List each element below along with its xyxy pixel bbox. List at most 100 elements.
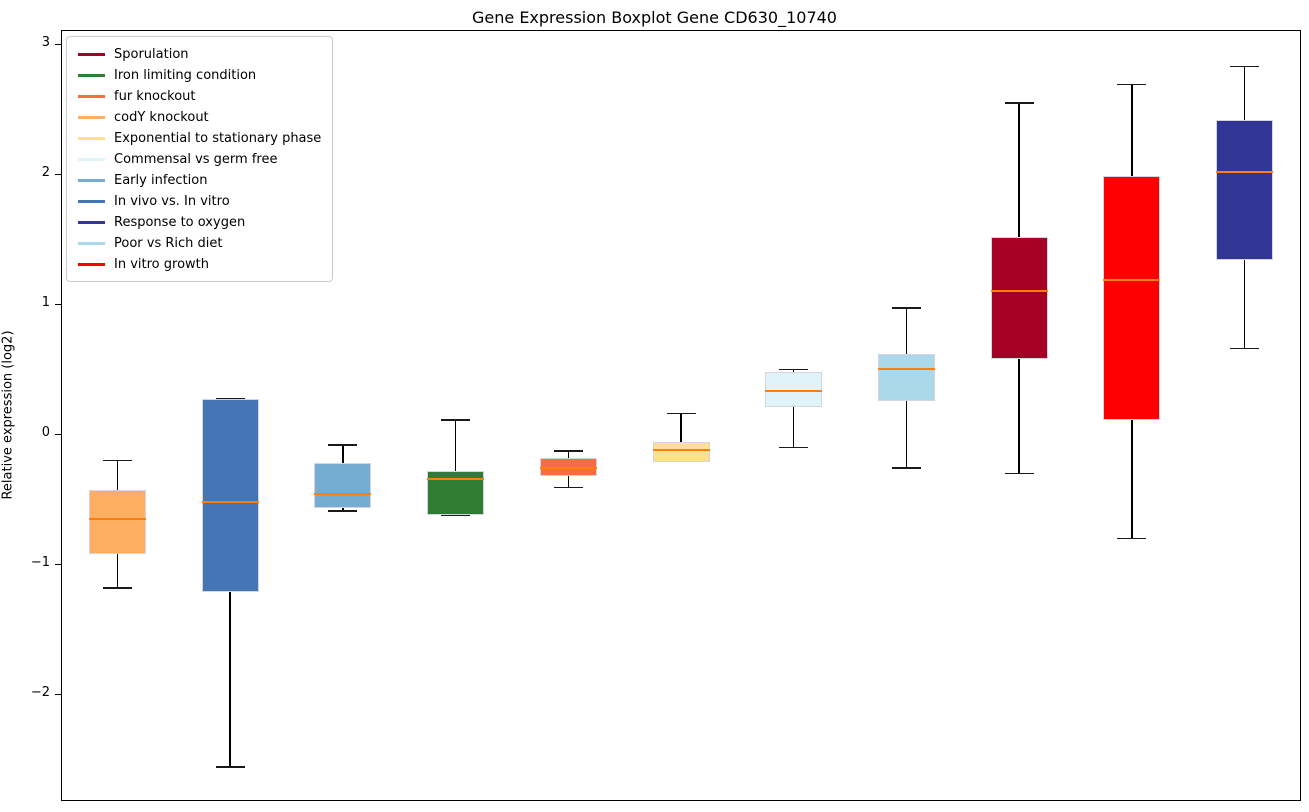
box-response-to-oxygen xyxy=(1216,119,1274,261)
legend-line-swatch xyxy=(78,263,105,266)
legend-item: Response to oxygen xyxy=(78,212,321,233)
legend-item-label: Sporulation xyxy=(114,47,189,62)
median-line xyxy=(1216,170,1274,173)
box-poor-vs-rich-diet xyxy=(877,353,935,401)
legend-item: In vivo vs. In vitro xyxy=(78,191,321,212)
y-tick-mark xyxy=(55,433,61,435)
lower-whisker-cap xyxy=(779,446,809,449)
median-line xyxy=(427,477,485,480)
upper-whisker xyxy=(1243,66,1246,120)
box-early-infection xyxy=(314,462,372,509)
upper-whisker xyxy=(567,451,569,458)
legend-item: Poor vs Rich diet xyxy=(78,233,321,254)
legend-item: Early infection xyxy=(78,170,321,191)
box-exponential-to-stationary-phase xyxy=(652,442,710,462)
y-tick-label: −2 xyxy=(30,685,50,701)
y-tick-label: 0 xyxy=(41,425,50,441)
box-in-vivo-vs-in-vitro xyxy=(201,399,259,592)
lower-whisker-cap xyxy=(1230,347,1260,350)
box-fur-knockout xyxy=(539,457,597,476)
median-line xyxy=(765,390,823,393)
upper-whisker-cap xyxy=(553,450,583,453)
median-line xyxy=(990,290,1048,293)
upper-whisker-cap xyxy=(1117,83,1147,86)
y-tick-mark xyxy=(55,303,61,305)
box-cody-knockout xyxy=(88,490,146,554)
y-tick-mark xyxy=(55,563,61,565)
median-line xyxy=(88,517,146,520)
lower-whisker xyxy=(1131,420,1133,539)
legend-line-swatch xyxy=(78,95,105,98)
median-line xyxy=(877,368,935,371)
median-line xyxy=(314,493,372,496)
lower-whisker-cap xyxy=(215,766,245,768)
lower-whisker-cap xyxy=(1117,537,1147,540)
legend-item: Exponential to stationary phase xyxy=(78,128,321,149)
lower-whisker xyxy=(567,475,569,488)
legend-line-swatch xyxy=(78,179,105,182)
lower-whisker xyxy=(793,407,795,448)
legend-item-label: Exponential to stationary phase xyxy=(114,131,322,146)
lower-whisker xyxy=(342,508,344,512)
lower-whisker-cap xyxy=(553,486,583,489)
lower-whisker-cap xyxy=(891,467,921,469)
legend-line-swatch xyxy=(78,200,105,203)
y-tick-label: 3 xyxy=(41,35,50,51)
lower-whisker xyxy=(229,591,231,768)
legend-item: Sporulation xyxy=(78,44,321,65)
lower-whisker-cap xyxy=(328,510,358,512)
legend-item-label: codY knockout xyxy=(114,110,209,125)
legend-item: In vitro growth xyxy=(78,254,321,275)
legend-line-swatch xyxy=(78,137,105,140)
upper-whisker-cap xyxy=(891,307,921,310)
lower-whisker-cap xyxy=(102,586,132,589)
chart-title: Gene Expression Boxplot Gene CD630_10740 xyxy=(472,8,837,27)
legend-line-swatch xyxy=(78,221,105,224)
legend-item: fur knockout xyxy=(78,86,321,107)
upper-whisker xyxy=(905,308,908,354)
legend-line-swatch xyxy=(78,242,105,245)
legend-line-swatch xyxy=(78,74,105,77)
box-in-vitro-growth xyxy=(1103,175,1161,421)
box-sporulation xyxy=(990,236,1048,359)
lower-whisker xyxy=(905,400,908,469)
upper-whisker-cap xyxy=(441,419,471,421)
upper-whisker-cap xyxy=(779,368,809,371)
legend-line-swatch xyxy=(78,116,105,119)
upper-whisker xyxy=(1018,102,1020,237)
y-tick-label: 1 xyxy=(41,295,50,311)
y-tick-label: −1 xyxy=(30,555,50,571)
median-line xyxy=(1103,278,1161,281)
median-line xyxy=(539,467,597,470)
legend-item: codY knockout xyxy=(78,107,321,128)
lower-whisker-cap xyxy=(666,460,696,463)
lower-whisker-cap xyxy=(1004,472,1034,475)
upper-whisker-cap xyxy=(328,443,358,446)
legend-item-label: In vitro growth xyxy=(114,257,209,272)
y-axis-label: Relative expression (log2) xyxy=(0,330,16,500)
y-tick-mark xyxy=(55,173,61,175)
lower-whisker-cap xyxy=(441,514,471,516)
legend-item-label: Response to oxygen xyxy=(114,215,246,230)
y-tick-label: 2 xyxy=(41,165,50,181)
legend-item-label: In vivo vs. In vitro xyxy=(114,194,230,209)
legend-item: Commensal vs germ free xyxy=(78,149,321,170)
legend-item: Iron limiting condition xyxy=(78,65,321,86)
box-commensal-vs-germ-free xyxy=(765,371,823,408)
legend-item-label: Commensal vs germ free xyxy=(114,152,278,167)
legend-item-label: Iron limiting condition xyxy=(114,68,257,83)
legend-item-label: fur knockout xyxy=(114,89,196,104)
upper-whisker-cap xyxy=(102,459,132,462)
lower-whisker xyxy=(1243,260,1246,349)
lower-whisker xyxy=(1018,358,1020,474)
legend-line-swatch xyxy=(78,158,105,161)
legend-item-label: Early infection xyxy=(114,173,208,188)
lower-whisker xyxy=(116,553,119,588)
upper-whisker xyxy=(116,460,119,491)
legend-item-label: Poor vs Rich diet xyxy=(114,236,223,251)
legend: Sporulation Iron limiting condition fur kn… xyxy=(66,36,334,282)
legend-line-swatch xyxy=(78,53,105,56)
median-line xyxy=(201,500,259,503)
upper-whisker xyxy=(680,413,682,443)
